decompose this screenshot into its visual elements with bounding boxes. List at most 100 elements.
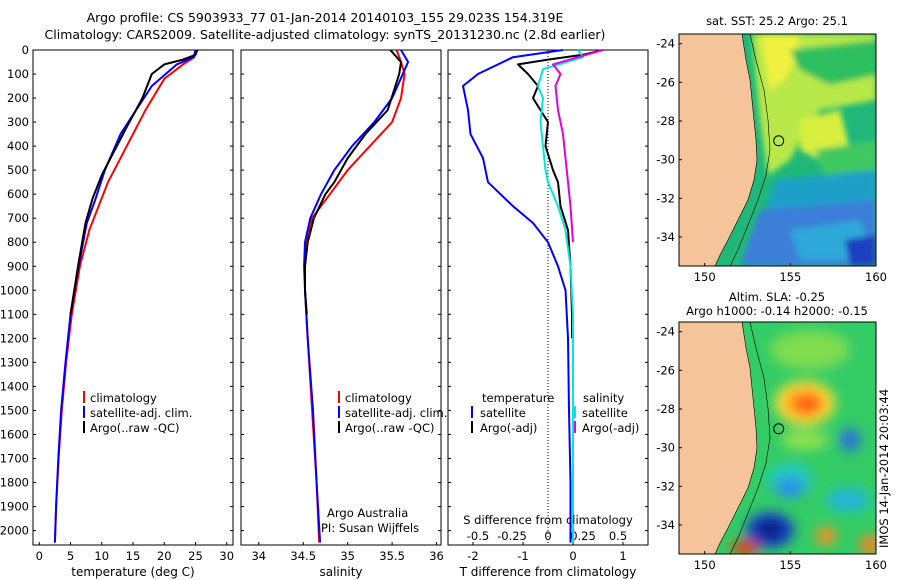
depth-tick-label: 100	[7, 67, 29, 81]
coastline-land	[679, 322, 758, 554]
depth-tick-label: 1100	[0, 307, 29, 321]
credit-pi: PI: Susan Wijffels	[321, 521, 419, 535]
depth-tick-label: 1200	[0, 331, 29, 345]
lat-tick-label: -30	[656, 153, 675, 167]
legend-label-temp-argo: Argo(-adj)	[480, 421, 537, 435]
x-tick-label: 15	[126, 549, 141, 563]
salinity-series	[241, 49, 441, 543]
lat-tick-label: -34	[656, 230, 675, 244]
legend-label-satellite: satellite-adj. clim.	[90, 406, 192, 420]
salinity-legend: climatology satellite-adj. clim. Argo(..…	[338, 391, 447, 435]
depth-tick-label: 1600	[0, 427, 29, 441]
depth-tick-label: 1800	[0, 476, 29, 490]
lat-tick-label: -34	[656, 518, 675, 532]
lat-tick-label: -24	[656, 37, 675, 51]
lon-tick-label: 155	[779, 558, 801, 572]
s-tick-label: -0.25	[497, 529, 527, 543]
depth-tick-label: 2000	[0, 524, 29, 538]
x-tick-label: 20	[157, 549, 172, 563]
depth-tick-label: 0	[22, 43, 29, 57]
series-line-temperature-satellite	[462, 49, 572, 543]
sla-map-frame	[678, 321, 877, 555]
x-tick-label: 34.5	[290, 549, 316, 563]
s-tick-label: -0.5	[467, 529, 489, 543]
legend-label-sal-satellite: satellite	[582, 406, 628, 420]
temperature-panel: 0100200300400500600700800900100011001200…	[0, 43, 234, 579]
depth-tick-label: 600	[7, 187, 29, 201]
sst-map-frame	[678, 33, 877, 267]
lat-tick-label: -28	[656, 402, 675, 416]
legend-label-argo: Argo(..raw -QC)	[345, 421, 435, 435]
x-tick-label: 35	[340, 549, 355, 563]
depth-tick-label: 1400	[0, 379, 29, 393]
x-tick-label: 0	[36, 549, 43, 563]
depth-tick-label: 500	[7, 163, 29, 177]
legend-label-satellite: satellite-adj. clim.	[345, 406, 447, 420]
salinity-axis-label: salinity	[319, 565, 362, 579]
legend-label-argo: Argo(..raw -QC)	[90, 421, 180, 435]
lon-tick-label: 160	[865, 558, 887, 572]
t-difference-axis-label: T difference from climatology	[459, 565, 637, 579]
lon-tick-label: 160	[865, 270, 887, 284]
x-tick-label: 34	[251, 549, 266, 563]
x-tick-label: 10	[94, 549, 109, 563]
x-tick-label: -1	[517, 549, 528, 563]
sst-map-field	[679, 34, 876, 266]
depth-tick-label: 200	[7, 91, 29, 105]
series-line-argo-raw-qc	[304, 49, 402, 315]
lat-tick-label: -26	[656, 363, 675, 377]
lon-tick-label: 150	[694, 270, 716, 284]
s-tick-label: 0	[544, 529, 551, 543]
sst-map-title: sat. SST: 25.2 Argo: 25.1	[706, 14, 848, 28]
legend-label-sal-argo: Argo(-adj)	[582, 421, 639, 435]
legend-label-climatology: climatology	[90, 391, 157, 405]
argo-float-marker	[773, 423, 785, 435]
difference-plot-frame	[447, 49, 649, 546]
temperature-plot-frame	[32, 49, 234, 546]
lat-tick-label: -30	[656, 441, 675, 455]
x-tick-label: 30	[219, 549, 234, 563]
series-line-satellite-adj-clim	[303, 49, 410, 543]
lon-tick-label: 155	[779, 270, 801, 284]
sst-map-panel: sat. SST: 25.2 Argo: 25.1 -24 -26 -28 -30 -3…	[656, 14, 887, 284]
depth-tick-label: 1500	[0, 403, 29, 417]
legend-title-temperature: temperature	[482, 391, 554, 405]
sla-map-panel: Altim. SLA: -0.25 Argo h1000: -0.14 h200…	[656, 290, 887, 572]
depth-tick-labels: 0 100 200 300 400 500 600 700 800 900 1000 1100 1200…	[0, 43, 29, 538]
series-line-salinity-argo-adj	[552, 49, 604, 243]
depth-tick-label: 1900	[0, 500, 29, 514]
lat-tick-label: -26	[656, 75, 675, 89]
depth-tick-label: 900	[7, 259, 29, 273]
series-line-temperature-argo-adj	[517, 49, 604, 339]
temperature-series	[33, 49, 233, 543]
argo-float-marker	[773, 135, 785, 147]
depth-tick-label: 1700	[0, 451, 29, 465]
lon-tick-label: 150	[694, 558, 716, 572]
shelf-contour	[729, 34, 771, 266]
series-line-argo-raw-qc	[69, 49, 199, 315]
depth-tick-label: 1300	[0, 355, 29, 369]
sla-map-field	[679, 322, 876, 554]
depth-tick-label: 300	[7, 115, 29, 129]
x-tick-label: 5	[67, 549, 74, 563]
t-difference-tick-labels: -2 -1 0 1	[467, 542, 627, 563]
lat-tick-label: -24	[656, 325, 675, 339]
x-tick-label: 36	[429, 549, 444, 563]
sla-map-subtitle: Argo h1000: -0.14 h2000: -0.15	[686, 304, 868, 318]
shelf-contour	[729, 322, 771, 554]
salinity-plot-frame	[240, 49, 442, 546]
credit-argo-australia: Argo Australia	[327, 506, 408, 520]
difference-panel: -2 -1 0 1 -0.5 -0.25 0 0.25 0.5 S difference fr…	[447, 49, 649, 579]
series-line-satellite-adj-clim	[53, 49, 197, 543]
legend-label-climatology: climatology	[345, 391, 412, 405]
temperature-tick-labels: 0 5 10 15 20 25 30	[36, 542, 234, 563]
difference-legend: temperature salinity satellite Argo(-adj…	[471, 391, 639, 435]
x-tick-label: 0	[569, 549, 576, 563]
lat-tick-label: -32	[656, 191, 675, 205]
s-tick-label: 0.25	[570, 529, 596, 543]
series-line-salinity-satellite	[537, 49, 584, 543]
salinity-tick-labels: 34 34.5 35 35.5 36	[251, 542, 444, 563]
legend-label-temp-satellite: satellite	[480, 406, 526, 420]
lat-tick-label: -28	[656, 114, 675, 128]
